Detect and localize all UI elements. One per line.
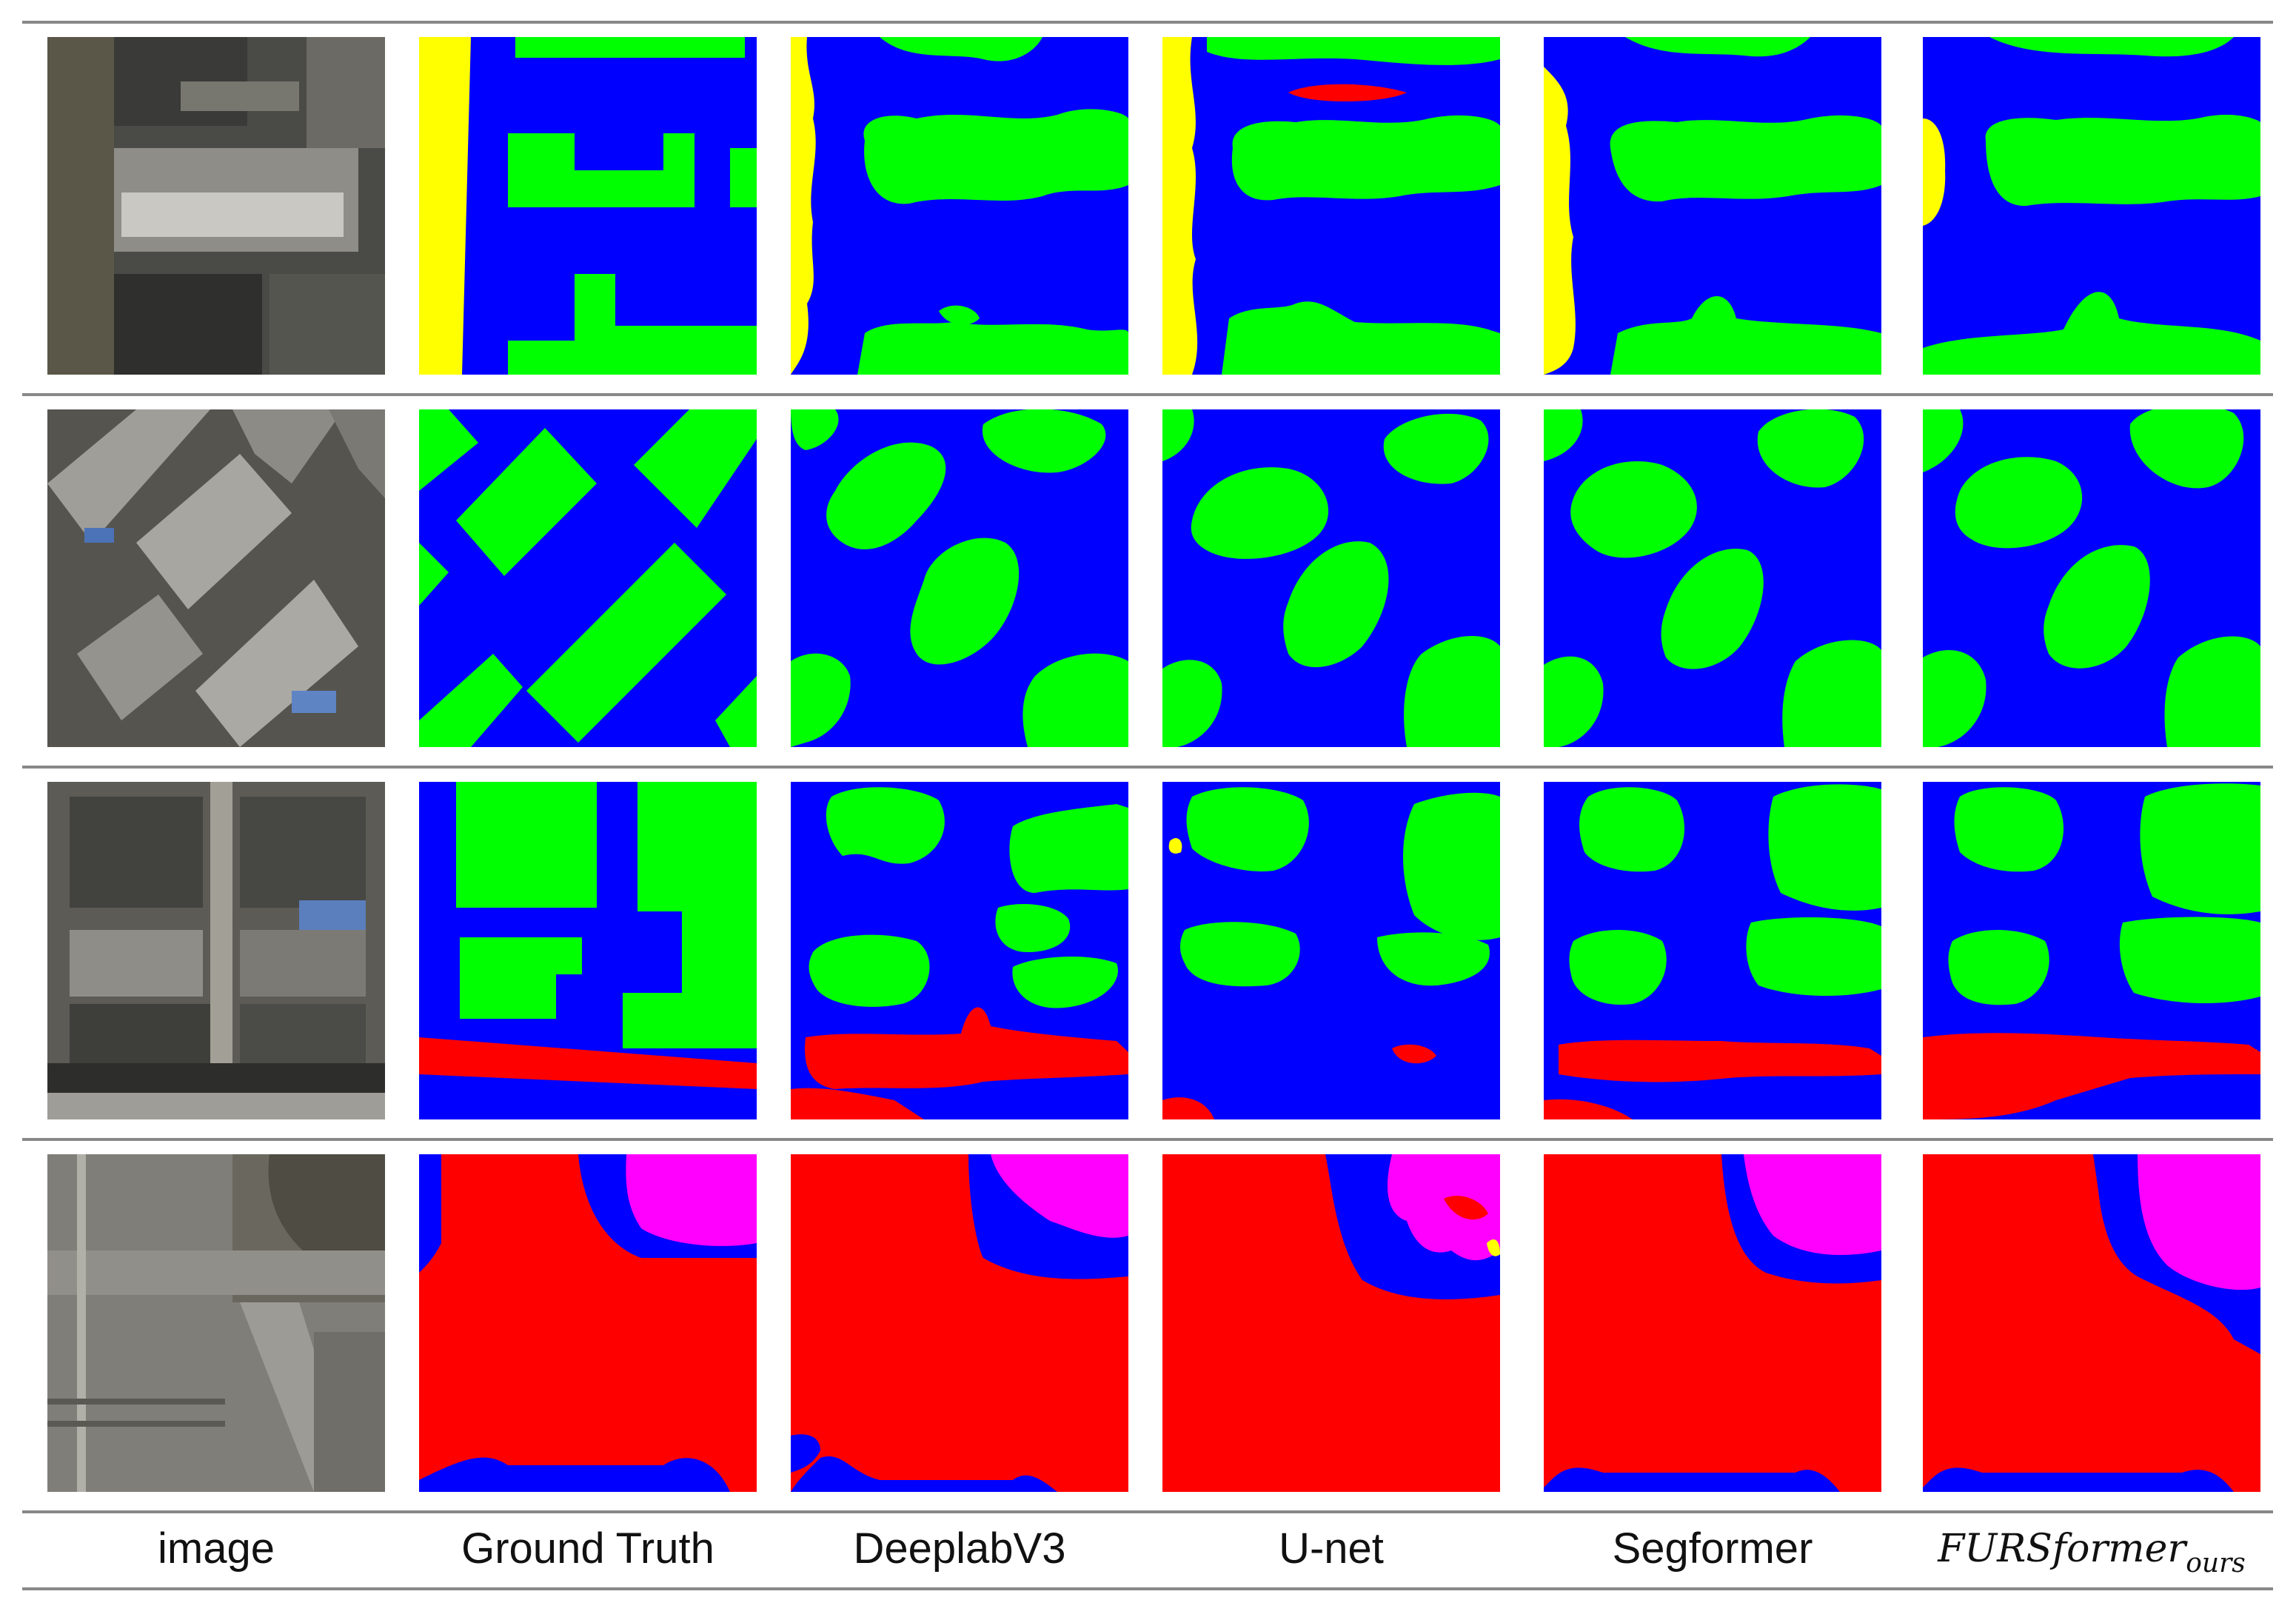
row-3 [47, 782, 2260, 1119]
segformer-mask-1 [1544, 37, 1881, 375]
aerial-image-1 [47, 37, 385, 375]
aerial-image-3 [47, 782, 385, 1119]
deeplabv3-mask-3 [791, 782, 1128, 1119]
segformer-mask-3 [1544, 782, 1881, 1119]
column-label-image: image [158, 1524, 275, 1573]
deeplabv3-mask-4 [791, 1154, 1128, 1492]
aerial-image-2 [47, 409, 385, 747]
deeplabv3-mask-2 [791, 409, 1128, 747]
fursformer-mask-1 [1923, 37, 2260, 375]
column-label-ground-truth: Ground Truth [461, 1524, 714, 1573]
fursformer-subscript: ours [2186, 1548, 2246, 1578]
ground-truth-mask-1 [419, 37, 757, 375]
deeplabv3-mask-1 [791, 37, 1128, 375]
row-2 [47, 409, 2260, 747]
segformer-mask-2 [1544, 409, 1881, 747]
table-rules [22, 21, 2273, 1590]
column-label-unet: U-net [1279, 1524, 1384, 1573]
unet-mask-4 [1162, 1154, 1500, 1492]
segformer-mask-4 [1544, 1154, 1881, 1492]
fursformer-mask-4 [1923, 1154, 2260, 1492]
fursformer-mask-2 [1923, 409, 2260, 747]
ground-truth-mask-3 [419, 782, 757, 1119]
unet-mask-2 [1162, 409, 1500, 747]
row-4 [47, 1154, 2260, 1492]
unet-mask-1 [1162, 37, 1500, 375]
ground-truth-mask-2 [419, 409, 757, 747]
fursformer-name: FURSformer [1938, 1527, 2186, 1571]
aerial-image-4 [47, 1154, 385, 1492]
fursformer-mask-3 [1923, 782, 2260, 1119]
column-label-deeplabv3: DeeplabV3 [853, 1524, 1066, 1573]
unet-mask-3 [1162, 782, 1500, 1119]
column-label-segformer: Segformer [1612, 1524, 1813, 1573]
row-1 [47, 37, 2260, 375]
ground-truth-mask-4 [419, 1154, 757, 1492]
column-label-fursformer: FURSformerours [1903, 1519, 2280, 1578]
